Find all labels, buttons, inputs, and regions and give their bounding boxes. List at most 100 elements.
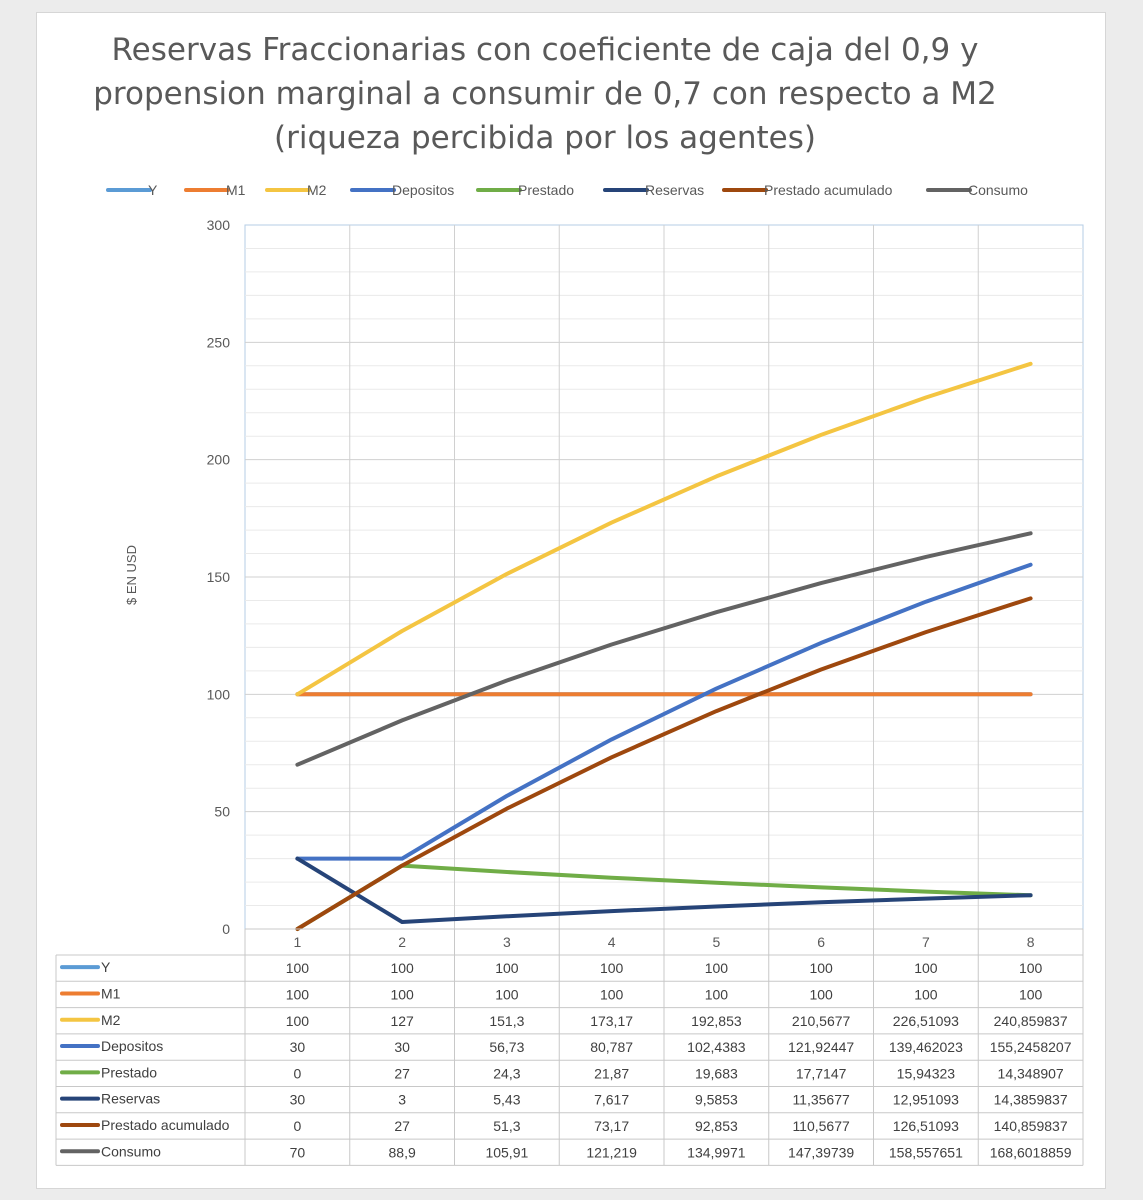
- table-cell: 100: [914, 986, 938, 1002]
- table-cell: 173,17: [590, 1013, 633, 1029]
- table-cell: 100: [495, 960, 519, 976]
- table-cell: 19,683: [695, 1065, 738, 1081]
- table-cell: 121,219: [586, 1144, 637, 1160]
- series-line-m2: [295, 361, 1033, 697]
- table-row-label: M1: [101, 985, 121, 1001]
- table-cell: 70: [290, 1144, 306, 1160]
- y-tick-label: 0: [222, 921, 230, 937]
- table-cell: 240,859837: [994, 1013, 1068, 1029]
- table-cell: 210,5677: [792, 1013, 851, 1029]
- legend-label: Consumo: [968, 182, 1028, 198]
- table-cell: 121,92447: [788, 1039, 854, 1055]
- table-row-label: Y: [101, 959, 111, 975]
- table-cell: 110,5677: [792, 1118, 850, 1134]
- legend-label: Prestado acumulado: [764, 182, 893, 198]
- x-tick-label: 3: [503, 934, 511, 950]
- x-tick-label: 7: [922, 934, 930, 950]
- table-row-label: M2: [101, 1012, 121, 1028]
- table-cell: 100: [286, 960, 310, 976]
- table-cell: 100: [1019, 986, 1043, 1002]
- table-cell: 12,951093: [893, 1092, 959, 1108]
- table-row-label: Consumo: [101, 1143, 161, 1159]
- table-cell: 100: [390, 986, 414, 1002]
- table-cell: 21,87: [594, 1065, 629, 1081]
- chart-title: Reservas Fraccionarias con coeficiente d…: [93, 32, 997, 156]
- table-row-label: Depositos: [101, 1038, 163, 1054]
- series-line-prestado-acumulado: [295, 596, 1033, 931]
- table-cell: 100: [495, 986, 519, 1002]
- table-cell: 151,3: [489, 1013, 524, 1029]
- table-cell: 126,51093: [893, 1118, 959, 1134]
- y-tick-label: 200: [207, 452, 231, 468]
- table-cell: 100: [600, 986, 624, 1002]
- table-cell: 100: [600, 960, 624, 976]
- x-tick-label: 6: [817, 934, 825, 950]
- table-cell: 0: [293, 1065, 301, 1081]
- table-cell: 51,3: [493, 1118, 520, 1134]
- table-cell: 7,617: [594, 1092, 629, 1108]
- table-cell: 5,43: [493, 1092, 520, 1108]
- legend-label: M1: [226, 182, 246, 198]
- legend-label: Depositos: [392, 182, 454, 198]
- x-tick-label: 4: [608, 934, 616, 950]
- table-cell: 92,853: [695, 1118, 738, 1134]
- table-cell: 14,348907: [998, 1065, 1064, 1081]
- y-axis: 0 50 100 150 200 250 300: [207, 217, 231, 937]
- table-cell: 158,557651: [889, 1144, 963, 1160]
- legend-label: Reservas: [645, 182, 704, 198]
- table-cell: 139,462023: [889, 1039, 963, 1055]
- table-cell: 88,9: [389, 1144, 416, 1160]
- series-line-reservas: [295, 856, 1033, 924]
- table-cell: 27: [394, 1118, 410, 1134]
- y-axis-label: $ EN USD: [124, 545, 139, 605]
- table-cell: 105,91: [485, 1144, 528, 1160]
- table-cell: 30: [394, 1039, 410, 1055]
- table-cell: 27: [394, 1065, 410, 1081]
- table-cell: 100: [286, 986, 310, 1002]
- gridlines: [245, 225, 1083, 929]
- table-cell: 100: [809, 960, 833, 976]
- table-row-label: Prestado acumulado: [101, 1117, 230, 1133]
- series-line-prestado: [295, 863, 1033, 931]
- table-cell: 30: [290, 1092, 306, 1108]
- table-cell: 30: [290, 1039, 306, 1055]
- table-cell: 73,17: [594, 1118, 629, 1134]
- legend-label: M2: [307, 182, 327, 198]
- legend-label: Y: [148, 182, 158, 198]
- series-line-consumo: [295, 531, 1033, 767]
- table-cell: 100: [286, 1013, 310, 1029]
- table-cell: 80,787: [590, 1039, 633, 1055]
- y-tick-label: 150: [207, 569, 231, 585]
- table-cell: 3: [398, 1092, 406, 1108]
- table-cell: 0: [293, 1118, 301, 1134]
- table-cell: 14,3859837: [994, 1092, 1068, 1108]
- table-cell: 140,859837: [994, 1118, 1068, 1134]
- table-cell: 15,94323: [897, 1065, 956, 1081]
- table-cell: 168,6018859: [990, 1144, 1072, 1160]
- x-tick-label: 1: [293, 934, 301, 950]
- table-cell: 100: [705, 986, 729, 1002]
- table-row-label: Reservas: [101, 1091, 160, 1107]
- table-row-label: Prestado: [101, 1064, 157, 1080]
- table-cell: 9,5853: [695, 1092, 738, 1108]
- x-tick-label: 8: [1027, 934, 1035, 950]
- series-lines: [295, 361, 1033, 931]
- table-cell: 56,73: [489, 1039, 524, 1055]
- x-tick-label: 2: [398, 934, 406, 950]
- table-cell: 192,853: [691, 1013, 742, 1029]
- table-cell: 134,9971: [687, 1144, 746, 1160]
- table-cell: 24,3: [493, 1065, 520, 1081]
- table-cell: 11,35677: [792, 1092, 850, 1108]
- table-cell: 100: [390, 960, 414, 976]
- table-cell: 100: [914, 960, 938, 976]
- y-tick-label: 100: [207, 686, 231, 702]
- legend-label: Prestado: [518, 182, 574, 198]
- table-cell: 100: [1019, 960, 1043, 976]
- y-tick-label: 300: [207, 217, 231, 233]
- series-line-depositos: [295, 562, 1033, 861]
- table-cell: 17,7147: [796, 1065, 847, 1081]
- table-cell: 100: [705, 960, 729, 976]
- y-tick-label: 50: [214, 804, 230, 820]
- legend: Y M1 M2 Depositos Prestado Reservas Prestado a…: [106, 182, 1028, 198]
